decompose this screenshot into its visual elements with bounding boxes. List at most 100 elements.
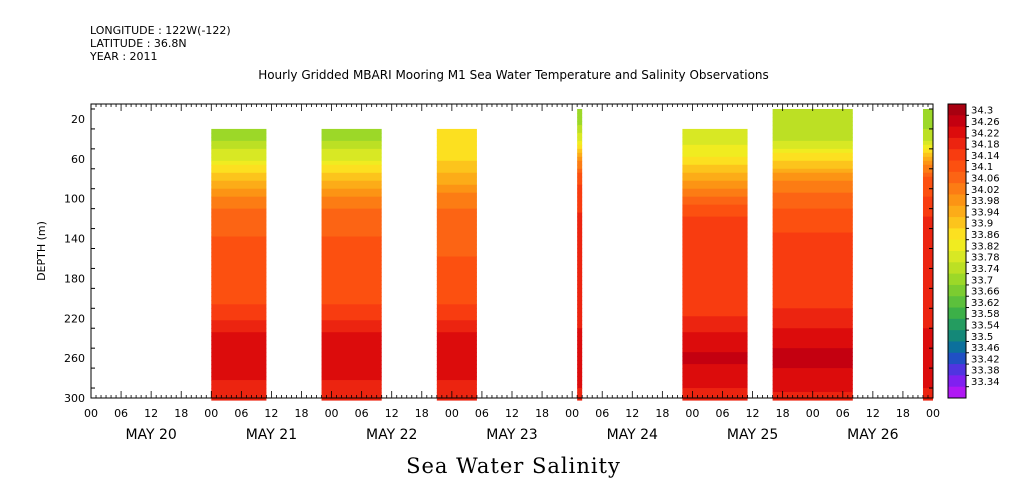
y-tick-label: 60 [71,153,85,166]
colorbar-swatch [948,160,966,173]
salinity-cell [211,156,267,162]
salinity-cell [922,196,933,202]
salinity-cell [682,204,748,210]
salinity-cell [211,144,267,150]
salinity-cell [211,332,267,337]
salinity-cell [772,124,853,130]
salinity-cell [772,256,853,262]
salinity-cell [577,296,583,301]
salinity-cell [577,300,583,305]
salinity-cell [436,152,477,158]
salinity-cell [577,240,583,246]
salinity-cell [211,384,267,389]
salinity-cell [577,140,583,146]
salinity-cell [436,288,477,293]
salinity-cell [211,280,267,285]
salinity-cell [682,292,748,297]
salinity-cell [772,156,853,162]
salinity-cell [321,164,382,170]
salinity-cell [211,180,267,186]
salinity-cell [682,376,748,381]
salinity-cell [922,176,933,182]
salinity-cell [321,288,382,293]
salinity-cell [321,344,382,349]
salinity-cell [321,212,382,218]
salinity-cell [577,204,583,210]
salinity-cell [577,264,583,270]
salinity-cell [772,272,853,278]
colorbar-swatch [948,341,966,354]
salinity-cell [772,200,853,206]
salinity-cell [321,320,382,325]
salinity-cell [321,368,382,373]
salinity-cell [577,252,583,258]
salinity-cell [772,180,853,186]
salinity-cell [211,260,267,266]
salinity-cell [682,224,748,230]
salinity-cell [922,164,933,170]
salinity-cell [436,300,477,305]
salinity-cell [436,304,477,309]
salinity-cell [682,308,748,313]
colorbar-swatch [948,149,966,162]
salinity-cell [436,268,477,274]
salinity-cell [321,336,382,341]
salinity-cell [577,196,583,202]
salinity-cell [682,320,748,325]
salinity-cell [682,268,748,274]
colorbar-swatch [948,183,966,195]
salinity-cell [682,212,748,218]
latitude-label: LATITUDE : 36.8N [90,37,187,50]
salinity-cell [436,144,477,150]
salinity-cell [321,324,382,329]
salinity-cell [211,312,267,317]
salinity-cell [321,384,382,389]
salinity-cell [682,384,748,389]
salinity-cell [922,380,933,385]
salinity-cell [577,376,583,381]
salinity-cell [577,156,583,162]
salinity-cell [321,220,382,226]
colorbar-label: 33.74 [971,264,1000,275]
salinity-cell [772,292,853,297]
colorbar-label: 33.82 [971,241,1000,252]
data-segment [436,128,477,401]
salinity-cell [211,348,267,353]
salinity-cell [321,276,382,281]
salinity-cell [436,312,477,317]
salinity-cell [922,232,933,238]
salinity-cell [321,144,382,150]
salinity-cell [922,152,933,158]
salinity-cell [682,232,748,238]
salinity-cell [772,196,853,202]
salinity-cell [577,332,583,337]
salinity-cell [682,344,748,349]
salinity-cell [436,188,477,194]
salinity-cell [922,128,933,134]
salinity-cell [577,328,583,333]
salinity-cell [922,332,933,337]
salinity-cell [772,252,853,258]
x-tick-label: 06 [234,407,248,420]
salinity-cell [577,168,583,174]
salinity-cell [772,192,853,198]
salinity-cell [772,236,853,242]
salinity-cell [436,140,477,146]
salinity-cell [922,256,933,262]
salinity-cell [682,208,748,214]
salinity-cell [436,272,477,278]
salinity-cell [211,216,267,222]
salinity-cell [772,188,853,194]
salinity-cell [577,256,583,262]
salinity-cell [922,364,933,369]
colorbar-swatch [948,251,966,263]
salinity-cell [922,132,933,138]
x-day-label: MAY 24 [607,427,658,443]
salinity-cell [211,340,267,345]
salinity-cell [577,348,583,353]
salinity-cell [436,372,477,377]
colorbar-label: 33.5 [971,332,993,343]
salinity-cell [436,160,477,166]
salinity-cell [922,216,933,222]
